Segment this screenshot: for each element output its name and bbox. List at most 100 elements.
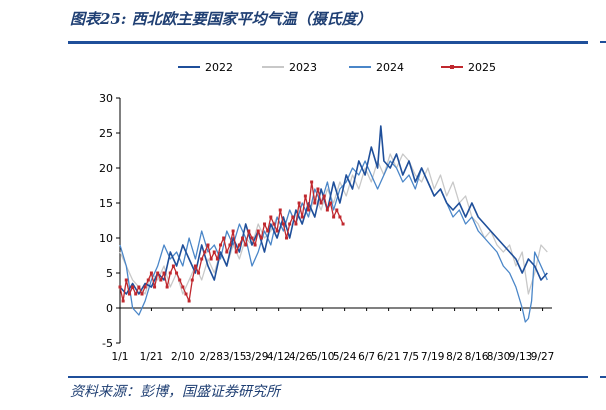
chart-title: 图表25: 西北欧主要国家平均气温（摄氏度） (70, 10, 372, 28)
series-point-2025 (244, 243, 248, 247)
x-tick-label: 4/26 (289, 351, 313, 363)
x-tick-label: 6/7 (358, 351, 375, 363)
series-point-2025 (225, 250, 229, 254)
series-point-2025 (146, 278, 150, 282)
series-point-2025 (329, 201, 333, 205)
series-point-2025 (263, 222, 267, 226)
plot-area (118, 125, 548, 323)
x-tick-label: 3/15 (223, 351, 247, 363)
legend-marker-2025 (450, 65, 454, 69)
x-tick-label: 5/10 (311, 351, 335, 363)
x-tick-label: 9/13 (509, 351, 533, 363)
series-point-2025 (175, 271, 179, 275)
series-point-2025 (178, 278, 182, 282)
series-point-2025 (206, 243, 210, 247)
series-point-2025 (341, 222, 345, 226)
series-point-2025 (325, 208, 329, 212)
series-point-2025 (300, 215, 304, 219)
series-point-2025 (200, 257, 204, 261)
y-tick-label: 0 (106, 302, 113, 315)
series-point-2025 (143, 285, 147, 289)
series-point-2025 (332, 215, 336, 219)
series-point-2025 (118, 285, 122, 289)
series-point-2025 (241, 236, 245, 240)
series-line-2025 (119, 181, 344, 302)
series-point-2025 (121, 299, 125, 303)
series-point-2025 (168, 271, 172, 275)
series-point-2025 (215, 257, 219, 261)
legend-label-2025: 2025 (468, 61, 496, 74)
series-line-2023 (119, 153, 548, 295)
series-point-2025 (316, 187, 320, 191)
x-tick-label: 3/29 (245, 351, 269, 363)
x-tick-label: 6/21 (377, 351, 401, 363)
x-tick-label: 4/12 (267, 351, 291, 363)
top-rule-edge-mark (600, 41, 606, 43)
series-point-2025 (275, 229, 279, 233)
series-point-2025 (165, 285, 169, 289)
x-tick-label: 2/28 (199, 351, 223, 363)
series-point-2025 (297, 201, 301, 205)
y-tick-label: 10 (99, 232, 113, 245)
series-point-2025 (137, 285, 141, 289)
y-tick-label: 5 (106, 267, 113, 280)
x-tick-label: 9/27 (531, 351, 555, 363)
series-point-2025 (250, 236, 254, 240)
series-point-2025 (131, 285, 135, 289)
y-tick-label: 30 (99, 92, 113, 105)
x-tick-label: 1/21 (140, 351, 164, 363)
series-point-2025 (162, 271, 166, 275)
series-point-2025 (159, 278, 163, 282)
legend-label-2024: 2024 (376, 61, 404, 74)
series-point-2025 (149, 271, 153, 275)
bottom-rule (68, 376, 588, 378)
series-point-2025 (190, 278, 194, 282)
series-point-2025 (237, 243, 241, 247)
source-note: 资料来源：彭博，国盛证券研究所 (70, 384, 280, 400)
series-point-2025 (212, 250, 216, 254)
series-point-2025 (124, 278, 128, 282)
series-point-2025 (187, 299, 191, 303)
series-point-2025 (285, 236, 289, 240)
series-point-2025 (307, 208, 311, 212)
series-point-2025 (156, 271, 160, 275)
series-point-2025 (253, 243, 257, 247)
bottom-rule-edge-mark (600, 376, 606, 378)
top-rule (68, 41, 588, 44)
series-point-2025 (153, 285, 157, 289)
series-point-2025 (228, 243, 232, 247)
y-tick-label: 25 (99, 127, 113, 140)
series-point-2025 (222, 236, 226, 240)
series-point-2025 (319, 201, 323, 205)
series-point-2025 (259, 236, 263, 240)
x-tick-label: 2/10 (171, 351, 195, 363)
series-point-2025 (193, 264, 197, 268)
x-tick-label: 8/30 (487, 351, 511, 363)
series-point-2025 (127, 292, 131, 296)
series-point-2025 (181, 285, 185, 289)
series-point-2025 (197, 271, 201, 275)
series-point-2025 (269, 215, 273, 219)
series-point-2025 (247, 229, 251, 233)
series-point-2025 (184, 292, 188, 296)
axes: -5 0 5 10 15 20 25 30 1/1 1/21 2/10 2/28 3/153/294/1… (99, 92, 554, 363)
series-point-2025 (209, 257, 213, 261)
series-point-2025 (322, 194, 326, 198)
series-point-2025 (256, 229, 260, 233)
series-point-2025 (288, 222, 292, 226)
series-point-2025 (310, 180, 314, 184)
series-point-2025 (291, 215, 295, 219)
series-line-2022 (119, 125, 548, 295)
y-tick-label: 15 (99, 197, 113, 210)
series-point-2025 (203, 250, 207, 254)
series-point-2025 (281, 222, 285, 226)
legend-label-2022: 2022 (205, 61, 233, 74)
series-point-2025 (171, 264, 175, 268)
y-tick-label: 20 (99, 162, 113, 175)
series-point-2025 (140, 292, 144, 296)
series-point-2025 (266, 229, 270, 233)
x-tick-label: 8/16 (465, 351, 489, 363)
x-tick-label: 7/5 (402, 351, 419, 363)
legend-label-2023: 2023 (289, 61, 317, 74)
